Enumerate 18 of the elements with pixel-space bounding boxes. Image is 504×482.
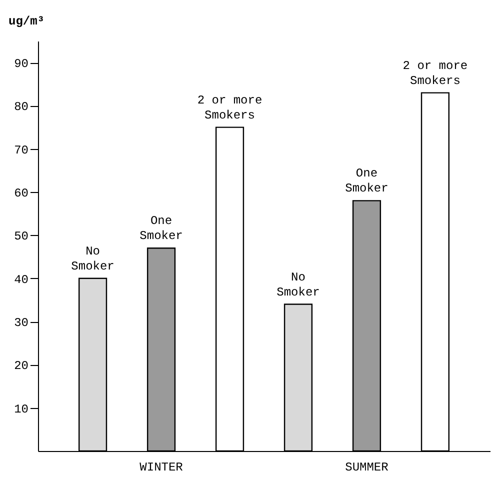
y-tick-label: 40 bbox=[14, 272, 28, 287]
y-tick-label: 50 bbox=[14, 230, 28, 244]
text: One Smoker bbox=[140, 214, 183, 244]
y-tick-label: 90 bbox=[14, 57, 28, 72]
y-tick-label: 80 bbox=[14, 100, 28, 114]
y-tick-label: 70 bbox=[14, 143, 28, 158]
y-tick-label: 60 bbox=[14, 186, 28, 201]
y-tick-label: 20 bbox=[14, 359, 28, 374]
x-tick-label: WINTER bbox=[140, 460, 183, 474]
text: 2 or more Smokers bbox=[197, 93, 262, 122]
y-axis-title: ug/m³ bbox=[8, 14, 45, 28]
y-tick-label: 10 bbox=[14, 402, 28, 416]
series-label: One Smoker bbox=[345, 166, 388, 196]
series-label: 2 or more Smokers bbox=[402, 58, 468, 88]
text: No Smoker bbox=[276, 270, 320, 300]
x-tick-label: SUMMER bbox=[345, 460, 388, 474]
y-tick-label: 30 bbox=[14, 316, 28, 330]
series-label: No Smoker bbox=[71, 244, 114, 274]
